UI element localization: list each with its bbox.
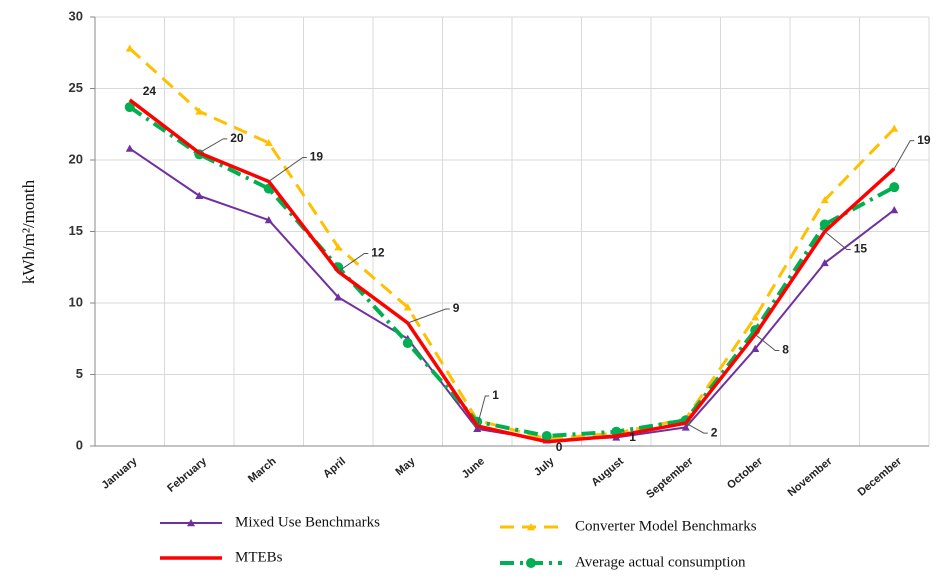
data-label: 1 — [629, 430, 636, 444]
data-label: 1 — [492, 388, 499, 402]
point — [890, 206, 899, 214]
point — [681, 423, 690, 431]
point — [187, 519, 195, 527]
leader-line — [685, 422, 708, 434]
leader-line — [824, 231, 851, 250]
x-tick-label: August — [589, 455, 626, 489]
x-tick-label: December — [856, 455, 905, 499]
leader-line — [268, 156, 307, 182]
data-label: 12 — [371, 246, 385, 260]
series-line — [128, 47, 896, 441]
data-label: 8 — [782, 343, 789, 357]
point — [820, 196, 829, 204]
point — [264, 138, 273, 147]
data-label: 20 — [230, 131, 244, 145]
y-axis-label: kWh/m²/month — [19, 179, 38, 284]
legend-label: Average actual consumption — [575, 554, 746, 570]
point — [751, 313, 760, 321]
y-tick-label: 5 — [76, 366, 83, 381]
x-tick-label: May — [393, 455, 418, 479]
leader-line — [407, 308, 450, 324]
legend-label: Converter Model Benchmarks — [575, 518, 757, 534]
y-tick-label: 20 — [69, 151, 83, 166]
point — [334, 243, 343, 251]
series-line — [128, 105, 896, 438]
point — [890, 124, 899, 132]
point — [473, 424, 482, 433]
leader-line — [476, 395, 490, 427]
point — [264, 216, 273, 224]
x-tick-label: February — [165, 455, 209, 495]
y-tick-label: 10 — [69, 294, 83, 309]
x-tick-label: June — [460, 455, 487, 481]
point — [820, 258, 829, 267]
leader-line — [337, 253, 369, 272]
point — [334, 293, 343, 301]
x-tick-label: April — [321, 455, 348, 480]
point — [889, 182, 900, 193]
data-label: 2 — [711, 425, 718, 439]
y-tick-label: 30 — [69, 8, 83, 23]
x-tick-label: September — [644, 455, 696, 501]
point — [751, 344, 760, 352]
leader-line — [754, 334, 780, 351]
data-label: 24 — [143, 84, 157, 98]
data-label: 19 — [310, 150, 324, 164]
leader-line — [893, 140, 915, 169]
x-tick-label: November — [786, 455, 835, 499]
point — [526, 558, 536, 568]
x-tick-label: January — [100, 455, 141, 492]
x-tick-label: March — [246, 455, 279, 485]
x-tick-label: July — [532, 455, 557, 479]
data-label: 9 — [453, 301, 460, 315]
series-line — [128, 98, 896, 444]
data-label: 15 — [854, 242, 868, 256]
point — [541, 430, 552, 441]
point — [527, 523, 535, 531]
point — [402, 338, 413, 349]
point — [403, 303, 412, 311]
y-tick-label: 15 — [69, 223, 83, 238]
legend-label: MTEBs — [235, 549, 283, 565]
y-tick-label: 0 — [76, 437, 83, 452]
point — [195, 107, 204, 115]
data-label: 19 — [917, 133, 931, 147]
point — [819, 219, 830, 230]
y-tick-label: 25 — [69, 80, 83, 95]
point — [195, 191, 204, 199]
point — [124, 102, 135, 113]
leader-line — [198, 138, 228, 154]
data-label: 0 — [556, 440, 563, 454]
point — [125, 144, 134, 152]
x-tick-label: October — [725, 455, 766, 492]
legend-label: Mixed Use Benchmarks — [235, 514, 380, 530]
point — [125, 44, 134, 52]
